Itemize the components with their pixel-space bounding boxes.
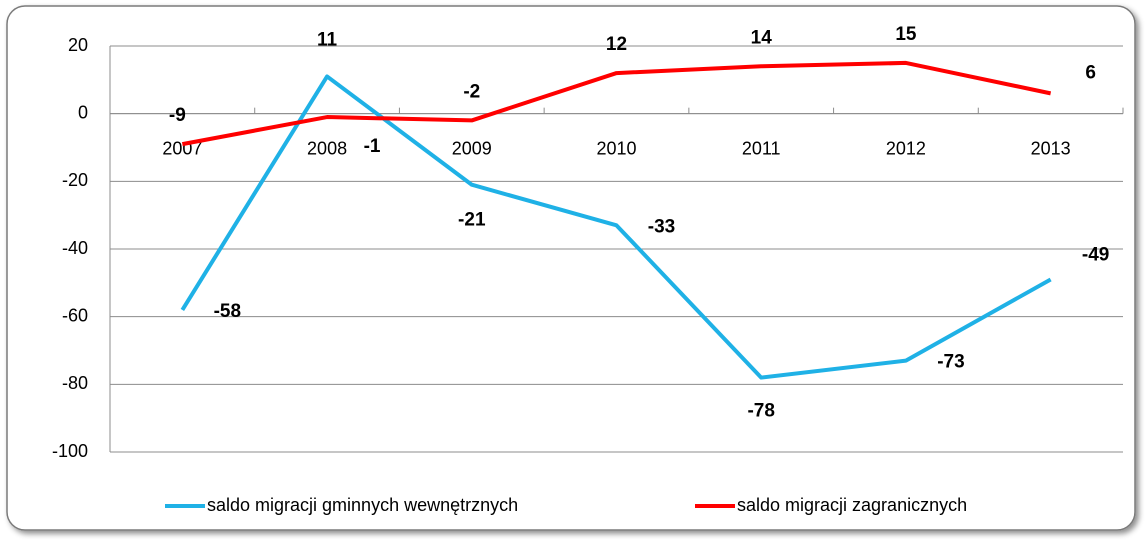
legend-label: saldo migracji gminnych wewnętrznych [207, 495, 518, 515]
y-tick-label: -20 [62, 170, 88, 190]
data-label: -2 [463, 81, 480, 102]
data-label: -21 [458, 210, 486, 231]
x-tick-label: 2013 [1031, 138, 1071, 158]
x-tick-label: 2010 [596, 138, 636, 158]
x-tick-label: 2008 [307, 138, 347, 158]
y-tick-label: 0 [78, 102, 88, 122]
legend-label: saldo migracji zagranicznych [737, 495, 967, 515]
data-label: -78 [747, 401, 774, 422]
data-label: 12 [606, 34, 627, 55]
data-label: -73 [937, 352, 964, 373]
data-label: -9 [169, 105, 186, 126]
series-line [180, 74, 1052, 380]
x-tick-label: 2012 [886, 138, 926, 158]
chart-frame [6, 5, 1136, 531]
data-label: 15 [895, 24, 917, 45]
x-tick-label: 2009 [452, 138, 492, 158]
data-label: -33 [648, 216, 675, 237]
data-label: 14 [751, 27, 773, 48]
y-tick-label: -80 [62, 373, 88, 393]
data-label: -58 [214, 301, 241, 322]
data-label: 6 [1085, 62, 1096, 83]
data-label: 11 [317, 29, 338, 50]
y-tick-label: -100 [52, 441, 88, 461]
y-tick-label: -60 [62, 305, 88, 325]
data-label: -1 [364, 136, 381, 157]
series-line [181, 60, 1052, 147]
y-tick-label: 20 [68, 35, 88, 55]
y-tick-label: -40 [62, 238, 88, 258]
data-label: -49 [1082, 244, 1109, 265]
x-tick-label: 2011 [742, 138, 781, 158]
